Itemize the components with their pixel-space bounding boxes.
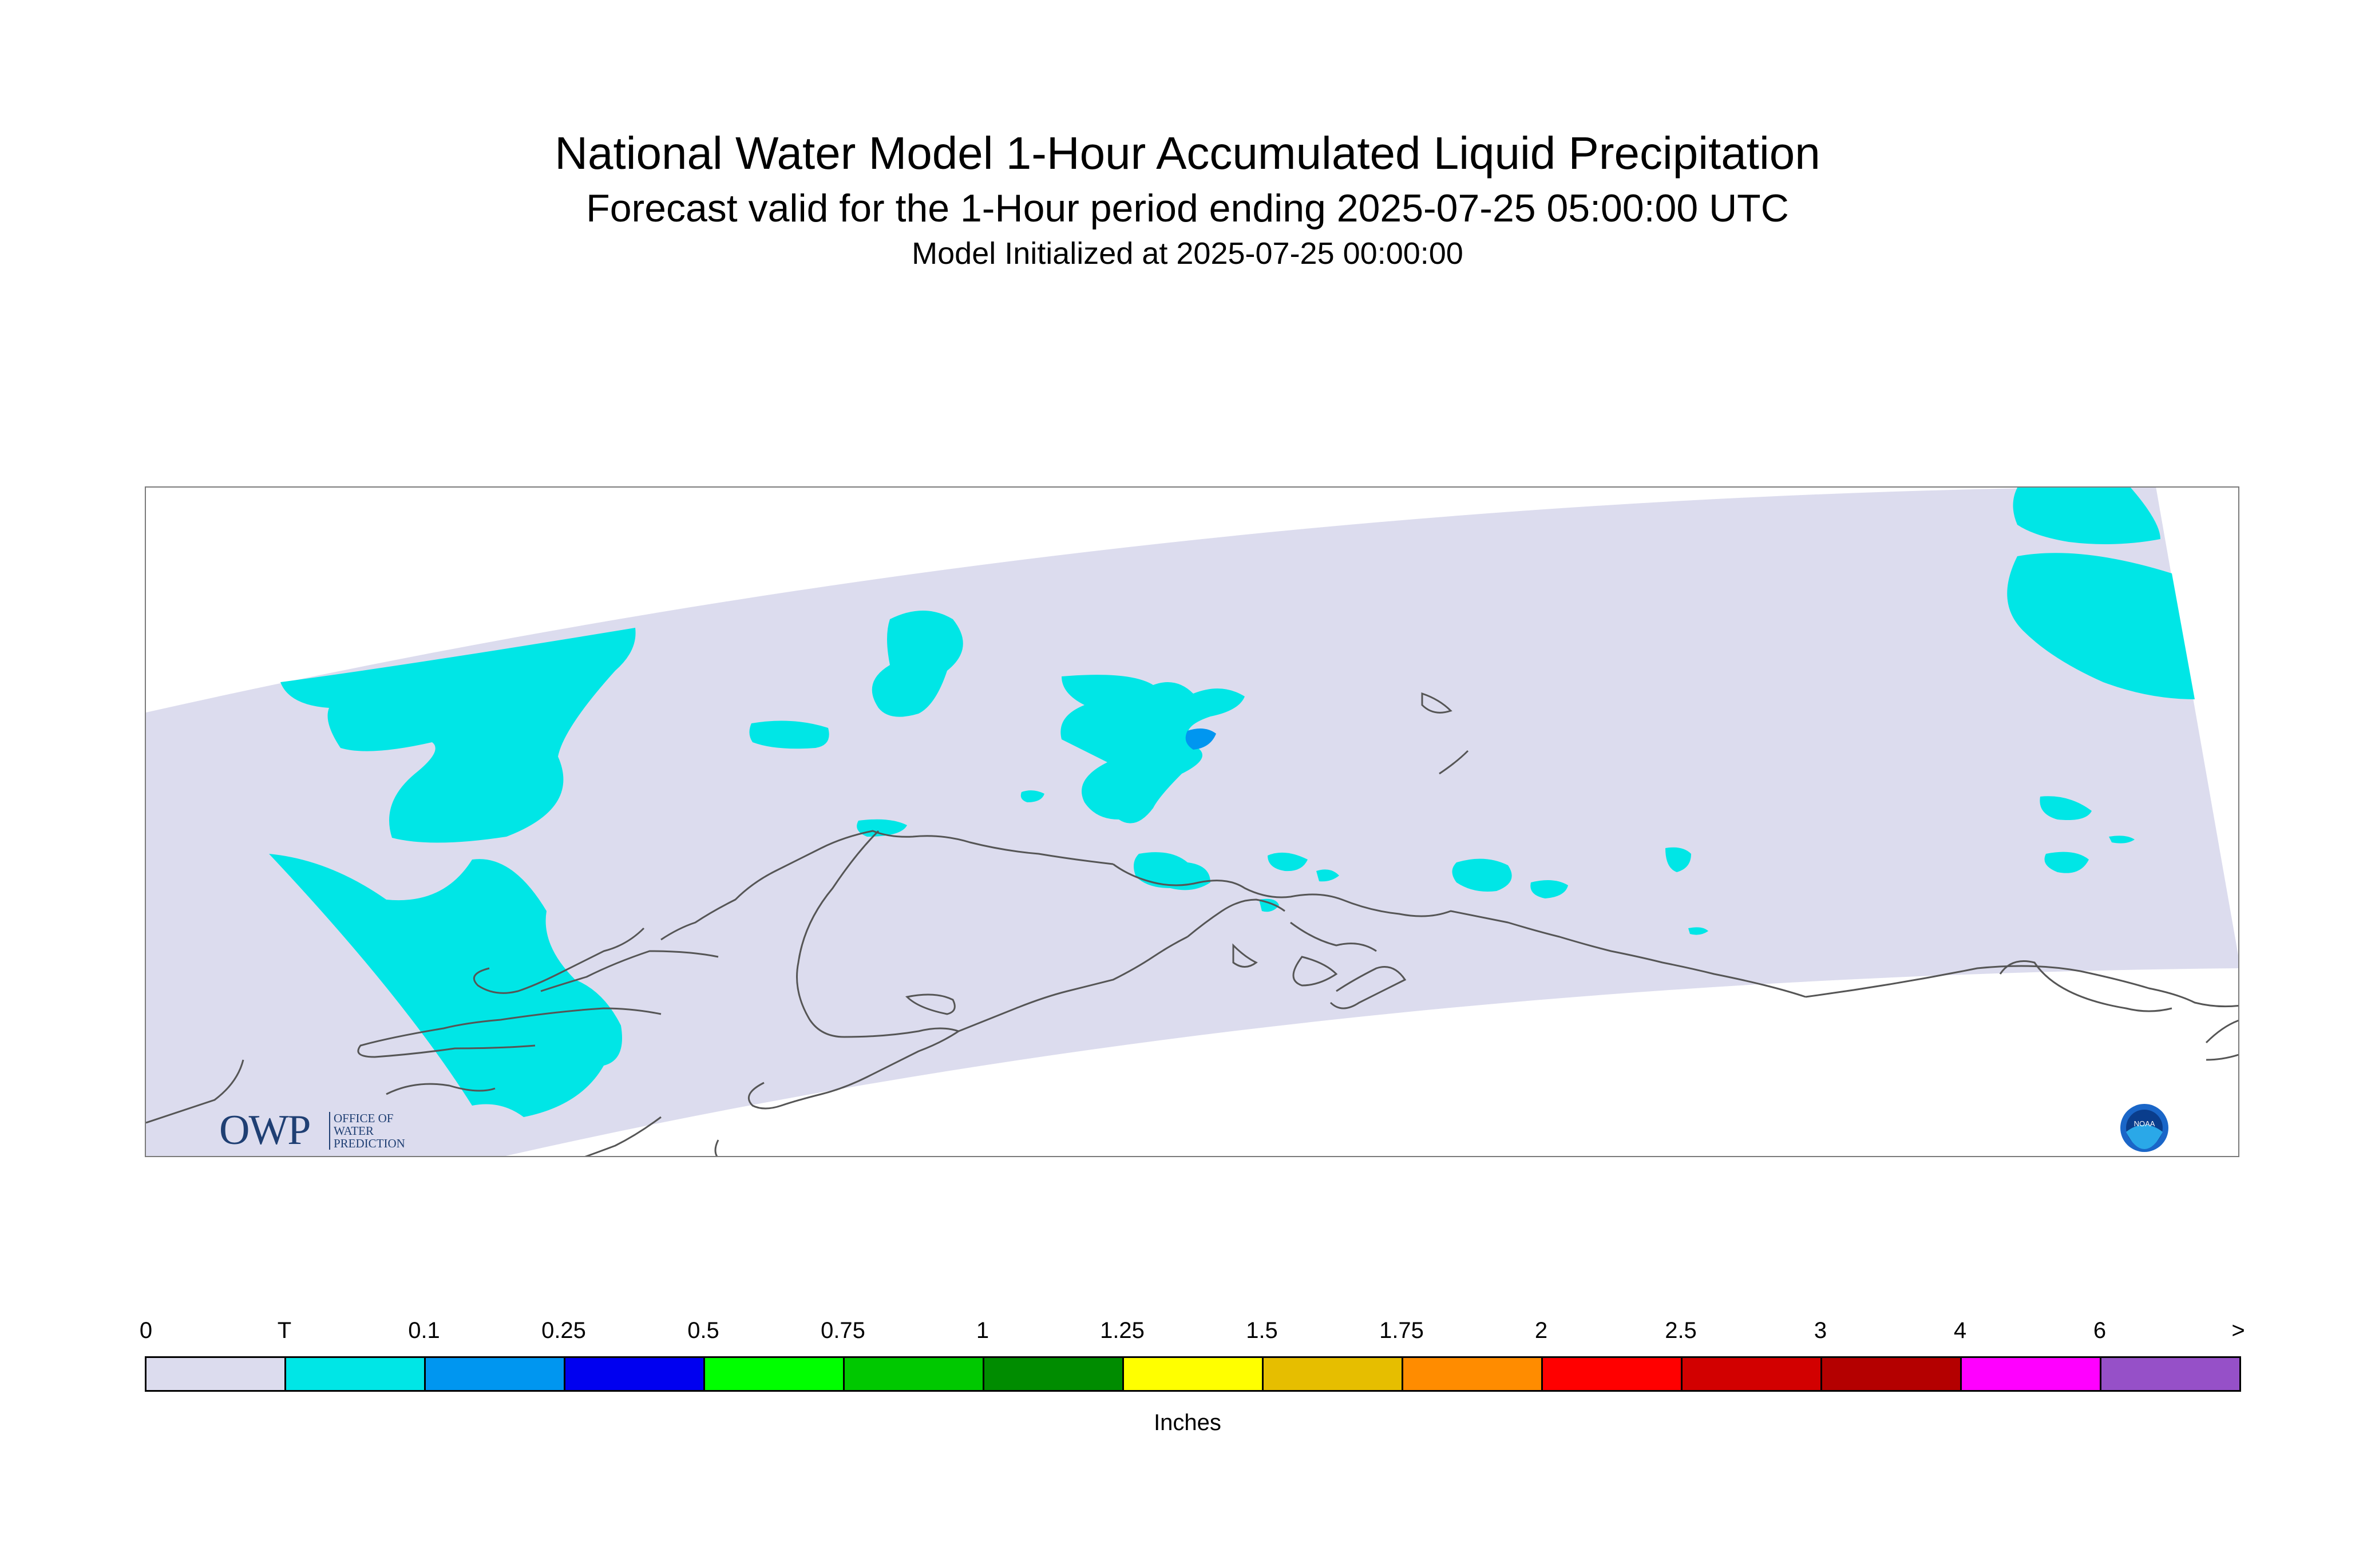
- coastline: [1187, 898, 1285, 938]
- coastline: [473, 927, 645, 994]
- colorbar-segment: [145, 1356, 286, 1392]
- colorbar-tick-label: 6: [2093, 1318, 2107, 1343]
- coastline: [584, 1116, 662, 1156]
- colorbar: [145, 1356, 2241, 1394]
- colorbar-segment: [703, 1356, 845, 1392]
- colorbar-segment: [1122, 1356, 1264, 1392]
- coastline: [714, 1139, 719, 1156]
- colorbar-tick-label: 0.5: [687, 1318, 719, 1343]
- colorbar-segment: [1541, 1356, 1683, 1392]
- colorbar-tick-label: 1.75: [1379, 1318, 1424, 1343]
- noaa-logo: NOAA: [2120, 1104, 2168, 1152]
- colorbar-segment: [2100, 1356, 2241, 1392]
- coastlines: [146, 692, 2238, 1156]
- coastline: [1329, 966, 1407, 1009]
- colorbar-tick-label: 0.1: [408, 1318, 440, 1343]
- precip-area: [1665, 847, 1691, 872]
- colorbar-segment: [1262, 1356, 1403, 1392]
- trace-precip-areas: [269, 488, 2195, 1117]
- colorbar-tick-label: 0.25: [541, 1318, 586, 1343]
- coastline: [747, 1030, 959, 1110]
- colorbar-segment: [983, 1356, 1124, 1392]
- model-domain: [146, 488, 2238, 1156]
- colorbar-segment: [424, 1356, 565, 1392]
- coastline: [796, 830, 959, 1038]
- colorbar-tick-label: 2: [1534, 1318, 1548, 1343]
- coastline: [1232, 943, 1258, 968]
- precip-map: [146, 488, 2238, 1156]
- colorbar-tick-label: 0.75: [821, 1318, 865, 1343]
- colorbar-tick-label: 1.5: [1246, 1318, 1278, 1343]
- precip-area: [1134, 852, 1210, 890]
- colorbar-tick-label: 3: [1814, 1318, 1827, 1343]
- precip-area-0.1: [1185, 728, 1216, 750]
- colorbar-tick-label: >: [2231, 1318, 2245, 1343]
- precip-area: [1452, 858, 1512, 892]
- precip-area: [269, 854, 622, 1117]
- precip-area: [872, 611, 963, 717]
- precip-area: [1316, 869, 1339, 882]
- colorbar-tick-label: T: [277, 1318, 292, 1343]
- precip-area: [280, 628, 636, 843]
- colorbar-tick-label: 0: [139, 1318, 153, 1343]
- owp-logo-line: OFFICE OF: [334, 1111, 394, 1125]
- precip-area: [2040, 796, 2092, 820]
- coastline: [660, 830, 1114, 941]
- colorbar-segment: [1681, 1356, 1822, 1392]
- colorbar-segment: [1402, 1356, 1543, 1392]
- precip-area: [1268, 852, 1308, 872]
- owp-logo-letters: OWP: [219, 1107, 311, 1154]
- model-init-time: Model Initialized at 2025-07-25 00:00:00: [912, 236, 1463, 271]
- precip-area: [1688, 927, 1708, 935]
- coastline: [2206, 1054, 2238, 1061]
- coastline: [2205, 1019, 2238, 1044]
- colorbar-segment: [284, 1356, 426, 1392]
- coastline: [1439, 750, 1469, 775]
- colorbar-segment: [1820, 1356, 1962, 1392]
- coastline: [1292, 956, 1338, 987]
- precip-area: [2109, 836, 2135, 844]
- precip-area: [2044, 852, 2089, 873]
- coastline: [1290, 921, 1377, 952]
- precip-area: [2007, 553, 2195, 699]
- owp-logo-text: OFFICE OF WATER PREDICTION: [329, 1112, 405, 1150]
- owp-logo-line: PREDICTION: [334, 1137, 405, 1150]
- colorbar-tick-label: 1.25: [1100, 1318, 1145, 1343]
- colorbar-segment: [843, 1356, 984, 1392]
- colorbar-tick-label: 2.5: [1665, 1318, 1697, 1343]
- colorbar-units: Inches: [1154, 1410, 1221, 1435]
- coastline: [146, 1059, 244, 1124]
- coastline: [1999, 960, 2172, 1012]
- colorbar-tick-label: 1: [976, 1318, 989, 1343]
- precip-area: [749, 720, 829, 749]
- coastline: [386, 1083, 496, 1095]
- colorbar-tick-label: 4: [1953, 1318, 1967, 1343]
- coastline: [958, 936, 1188, 1032]
- coastline: [540, 950, 719, 992]
- coastline: [357, 1007, 662, 1058]
- map-title: National Water Model 1-Hour Accumulated …: [555, 128, 1820, 179]
- noaa-logo-text: NOAA: [2134, 1119, 2155, 1128]
- map-subtitle: Forecast valid for the 1-Hour period end…: [586, 187, 1789, 230]
- coastline: [905, 993, 956, 1015]
- owp-logo-line: WATER: [334, 1124, 374, 1138]
- colorbar-segment: [564, 1356, 705, 1392]
- coastline: [1113, 863, 1806, 998]
- coastline: [1421, 692, 1452, 714]
- map-panel: [145, 486, 2239, 1157]
- precip-area: [1020, 790, 1044, 802]
- colorbar-segment: [1960, 1356, 2101, 1392]
- precip-area: [2013, 488, 2160, 544]
- coastline: [1805, 965, 2238, 1008]
- precip-area: [1530, 880, 1568, 898]
- precip-area: [1060, 675, 1245, 823]
